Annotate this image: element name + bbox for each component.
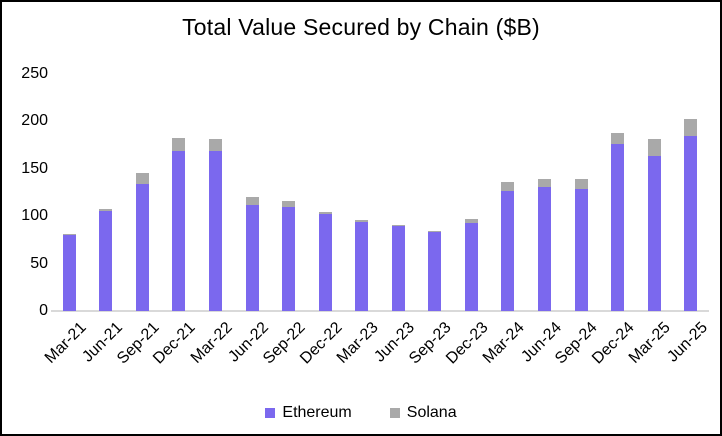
bar-mar-21	[62, 234, 76, 311]
x-tick-label: Jun-21	[79, 319, 126, 366]
bar-segment-ethereum	[538, 186, 551, 311]
bar-segment-ethereum	[355, 221, 369, 311]
x-tick-label: Jun-24	[517, 319, 565, 366]
x-tick-label: Mar-24	[480, 319, 528, 367]
bar-segment-ethereum	[245, 204, 259, 311]
bar-sep-23	[428, 230, 442, 311]
bar-dec-22	[318, 212, 332, 311]
y-tick-label: 100	[21, 207, 48, 225]
bar-segment-ethereum	[209, 150, 222, 311]
bar-mar-23	[355, 220, 369, 311]
bar-segment-ethereum	[647, 156, 661, 311]
x-tick-label: Jun-23	[371, 319, 419, 366]
bar-segment-solana	[318, 212, 332, 215]
chart-title: Total Value Secured by Chain ($B)	[182, 14, 540, 40]
x-tick-label: Jun-22	[225, 319, 273, 366]
bar-segment-solana	[574, 179, 588, 189]
x-tick-label: Sep-24	[552, 319, 602, 368]
bar-segment-ethereum	[318, 214, 332, 311]
bar-sep-24	[574, 179, 588, 311]
x-tick-label: Sep-22	[260, 319, 309, 368]
bar-segment-solana	[135, 172, 149, 184]
bar-segment-ethereum	[501, 190, 515, 311]
bar-jun-25	[684, 118, 698, 311]
bar-sep-21	[135, 172, 149, 311]
x-tick-label: Dec-22	[296, 319, 346, 368]
y-tick-label: 50	[30, 254, 48, 272]
bar-segment-solana	[62, 234, 76, 236]
bar-segment-solana	[209, 139, 222, 151]
bar-dec-23	[464, 219, 478, 311]
bar-segment-solana	[245, 197, 259, 205]
bar-segment-ethereum	[172, 150, 186, 311]
x-axis-baseline	[51, 310, 709, 312]
bar-segment-solana	[501, 182, 515, 191]
legend-swatch-solana	[389, 408, 400, 418]
bar-segment-solana	[391, 224, 405, 226]
bar-jun-24	[538, 179, 551, 311]
bar-segment-solana	[99, 208, 113, 211]
x-tick-label: Dec-21	[150, 319, 199, 368]
bar-mar-22	[209, 139, 222, 311]
bar-segment-ethereum	[391, 225, 405, 311]
legend-item-ethereum: Ethereum	[265, 404, 352, 422]
bar-dec-24	[611, 132, 625, 311]
bar-segment-solana	[172, 138, 186, 151]
bar-mar-24	[501, 182, 515, 311]
legend-item-solana: Solana	[389, 404, 457, 422]
x-tick-label: Sep-21	[113, 319, 163, 368]
x-tick-label: Mar-22	[187, 319, 236, 367]
bar-segment-ethereum	[574, 188, 588, 311]
bar-segment-solana	[428, 230, 442, 233]
x-tick-label: Mar-21	[41, 319, 90, 367]
y-tick-label: 250	[21, 65, 48, 82]
y-axis: 0 50 100 150 200 250	[2, 2, 48, 434]
bar-dec-21	[172, 138, 186, 311]
x-tick-label: Jun-25	[664, 319, 711, 366]
bar-sep-22	[282, 201, 296, 311]
bar-segment-solana	[538, 179, 551, 187]
bar-segment-solana	[355, 220, 369, 222]
bar-segment-ethereum	[99, 210, 113, 311]
x-tick-label: Mar-25	[626, 319, 675, 367]
bar-jun-21	[99, 208, 113, 311]
legend-swatch-ethereum	[265, 408, 276, 418]
bar-segment-ethereum	[428, 232, 442, 311]
bar-mar-25	[647, 139, 661, 311]
bar-segment-solana	[282, 201, 296, 207]
bar-segment-ethereum	[464, 222, 478, 311]
bar-segment-ethereum	[684, 135, 698, 311]
bar-jun-22	[245, 197, 259, 311]
legend-label: Ethereum	[282, 404, 352, 421]
bar-segment-solana	[647, 139, 661, 157]
plot-area	[51, 74, 709, 312]
bar-segment-ethereum	[282, 206, 296, 311]
x-axis: Mar-21 Jun-21 Sep-21 Dec-21 Mar-22 Jun-22 Sep-…	[41, 315, 711, 385]
bar-segment-solana	[464, 219, 478, 223]
y-tick-label: 200	[21, 112, 48, 130]
x-tick-label: Sep-23	[406, 319, 455, 368]
x-tick-label: Dec-23	[442, 319, 492, 368]
bar-jun-23	[391, 224, 405, 311]
y-tick-label: 0	[39, 302, 48, 319]
legend-label: Solana	[406, 404, 457, 421]
x-tick-label: Dec-24	[589, 319, 638, 368]
bar-segment-solana	[684, 118, 698, 136]
x-tick-label: Mar-23	[333, 319, 382, 367]
bar-segment-ethereum	[611, 144, 625, 311]
bar-segment-ethereum	[135, 183, 149, 311]
legend: Ethereum Solana	[2, 404, 720, 422]
y-tick-label: 150	[21, 159, 48, 177]
bar-segment-ethereum	[62, 235, 76, 311]
bar-segment-solana	[611, 132, 625, 145]
